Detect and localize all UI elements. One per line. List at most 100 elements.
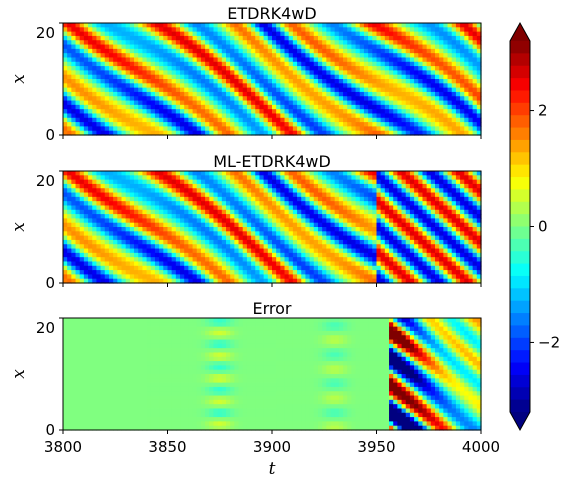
heatmap-cell xyxy=(167,23,173,28)
heatmap-cell xyxy=(146,274,152,280)
heatmap-cell xyxy=(317,104,323,110)
heatmap-cell xyxy=(108,205,114,211)
heatmap-cell xyxy=(418,23,424,28)
heatmap-cell xyxy=(259,235,265,241)
heatmap-cell xyxy=(351,252,357,258)
heatmap-cell xyxy=(167,126,173,132)
heatmap-cell xyxy=(414,218,419,224)
heatmap-cell xyxy=(430,117,436,123)
heatmap-cell xyxy=(71,214,77,219)
heatmap-cell xyxy=(267,183,273,189)
heatmap-cell xyxy=(226,40,231,46)
heatmap-cell xyxy=(200,117,206,123)
heatmap-cell xyxy=(251,205,256,211)
heatmap-cell xyxy=(104,35,110,41)
heatmap-cell xyxy=(121,257,127,263)
heatmap-cell xyxy=(380,96,386,102)
heatmap-cell xyxy=(389,27,394,33)
heatmap-cell xyxy=(284,222,290,228)
heatmap-cell xyxy=(167,257,173,263)
heatmap-cell xyxy=(280,48,286,54)
heatmap-cell xyxy=(435,188,440,194)
heatmap-cell xyxy=(443,248,449,254)
heatmap-cell xyxy=(322,278,327,284)
heatmap-cell xyxy=(167,239,173,245)
heatmap-cell xyxy=(167,196,173,202)
heatmap-cell xyxy=(146,239,152,245)
heatmap-cell xyxy=(163,257,169,263)
heatmap-cell xyxy=(180,117,185,123)
heatmap-cell xyxy=(242,218,248,224)
heatmap-cell xyxy=(92,35,98,41)
heatmap-cell xyxy=(393,104,398,110)
heatmap-cell xyxy=(159,235,164,241)
heatmap-cell xyxy=(188,183,194,189)
heatmap-cell xyxy=(276,104,281,110)
heatmap-cell xyxy=(234,70,240,76)
heatmap-cell xyxy=(171,214,177,219)
heatmap-cell xyxy=(100,117,106,123)
heatmap-cell xyxy=(430,244,436,250)
heatmap-cell xyxy=(259,248,265,254)
heatmap-cell xyxy=(351,117,357,123)
heatmap-cell xyxy=(292,175,298,181)
heatmap-cell xyxy=(305,40,311,46)
heatmap-cell xyxy=(317,231,323,237)
heatmap-cell xyxy=(159,57,164,63)
heatmap-cell xyxy=(288,257,294,263)
heatmap-cell xyxy=(104,201,110,207)
heatmap-cell xyxy=(276,117,281,123)
heatmap-cell xyxy=(426,91,432,97)
heatmap-cell xyxy=(234,130,240,136)
heatmap-cell xyxy=(75,40,81,46)
heatmap-cell xyxy=(426,179,432,185)
heatmap-cell xyxy=(305,209,311,215)
heatmap-cell xyxy=(363,79,369,84)
heatmap-cell xyxy=(334,261,340,267)
heatmap-cell xyxy=(88,257,93,263)
heatmap-cell xyxy=(121,70,127,76)
heatmap-cell xyxy=(472,91,478,97)
heatmap-cell xyxy=(313,53,319,59)
heatmap-cell xyxy=(196,61,202,67)
heatmap-cell xyxy=(267,70,273,76)
heatmap-cell xyxy=(200,278,206,284)
heatmap-cell xyxy=(326,244,332,250)
heatmap-cell xyxy=(351,83,357,89)
heatmap-cell xyxy=(297,44,302,50)
heatmap-cell xyxy=(468,126,474,132)
heatmap-cell xyxy=(163,201,169,207)
heatmap-cell xyxy=(167,44,173,50)
heatmap-cell xyxy=(83,214,89,219)
heatmap-cell xyxy=(347,44,353,50)
heatmap-cell xyxy=(200,175,206,181)
heatmap-cell xyxy=(301,87,307,93)
heatmap-cell xyxy=(251,244,256,250)
heatmap-cell xyxy=(301,126,307,132)
heatmap-cell xyxy=(401,48,407,54)
heatmap-cell xyxy=(476,104,482,110)
heatmap-cell xyxy=(104,31,110,37)
heatmap-cell xyxy=(426,122,432,127)
heatmap-cell xyxy=(205,171,210,176)
heatmap-cell xyxy=(435,91,440,97)
heatmap-cell xyxy=(154,27,160,33)
heatmap-cell xyxy=(217,83,223,89)
heatmap-cell xyxy=(221,74,227,80)
heatmap-cell xyxy=(443,179,449,185)
heatmap-cell xyxy=(439,35,444,41)
heatmap-cell xyxy=(284,188,290,194)
heatmap-cell xyxy=(246,126,252,132)
heatmap-cell xyxy=(355,192,361,198)
heatmap-cell xyxy=(125,252,131,258)
heatmap-cell xyxy=(150,91,156,97)
heatmap-cell xyxy=(384,57,390,63)
heatmap-cell xyxy=(288,231,294,237)
heatmap-cell xyxy=(263,87,269,93)
heatmap-cell xyxy=(455,87,461,93)
heatmap-cell xyxy=(104,257,110,263)
heatmap-cell xyxy=(472,40,478,46)
heatmap-cell xyxy=(242,96,248,102)
heatmap-cell xyxy=(397,23,403,28)
heatmap-cell xyxy=(426,44,432,50)
